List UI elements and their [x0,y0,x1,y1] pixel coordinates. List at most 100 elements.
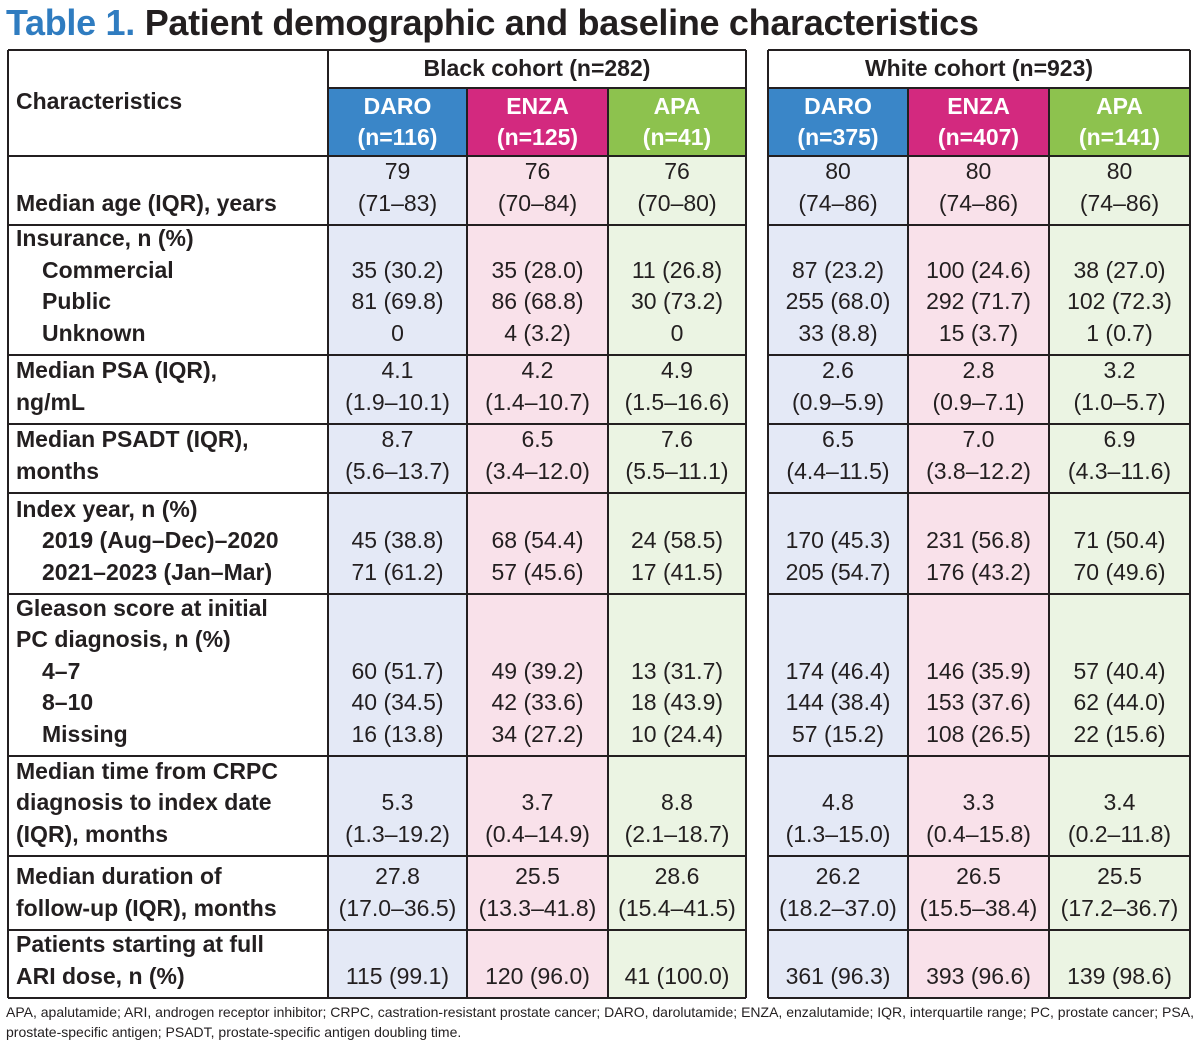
cell-value: 170 (45.3) [785,527,891,553]
cell-value: (3.4–12.0) [485,457,590,484]
group-drug-label: APA [653,93,701,119]
cell-value: 5.3 [381,789,414,815]
cell-value: 176 (43.2) [926,558,1031,585]
table-cell: 5.3 (1.3–19.2) [328,756,467,856]
group-header-daro: DARO (n=375) [768,88,908,156]
cell-value: 57 (40.4) [1073,657,1166,684]
cell-value: 6.5 [822,426,854,452]
table-cell: 26.2 (18.2–37.0) [768,856,908,930]
row-label-line: Median age (IQR), years [16,189,277,216]
cell-value: 57 (45.6) [491,558,584,585]
table-cell: 6.5 (4.4–11.5) [768,424,908,493]
row-divider [768,224,1190,226]
cell-value: 4 (3.2) [504,319,571,346]
row-sublabel: 8–10 [42,689,94,715]
cell-value: (74–86) [1079,189,1160,216]
cell-value: (3.8–12.2) [926,457,1031,484]
cell-value: 45 (38.8) [351,527,444,553]
row-label-line: PC diagnosis, n (%) [16,626,231,652]
cell-value: 68 (54.4) [491,527,584,553]
row-label-line: Gleason score at initial [16,594,268,621]
cell-value: (1.4–10.7) [485,388,590,415]
group-n-label: (n=41) [642,124,712,150]
table-cell: 3.2 (1.0–5.7) [1049,355,1190,424]
column-divider [1189,50,1191,998]
table-cell: 25.5 (17.2–36.7) [1049,856,1190,930]
cell-value: 6.5 [521,426,554,452]
table-cell: 28.6 (15.4–41.5) [608,856,746,930]
cell-value: 42 (33.6) [491,689,584,715]
table-cell: 6.9 (4.3–11.6) [1049,424,1190,493]
table-cell: 115 (99.1) [328,930,467,998]
group-n-label: (n=407) [937,124,1020,150]
cell-value: (2.1–18.7) [624,820,730,847]
cell-value: (13.3–41.8) [478,894,597,921]
cell-value: 4.8 [822,789,854,815]
table-cell: 4.2 (1.4–10.7) [467,355,608,424]
table-cell: 26.5 (15.5–38.4) [908,856,1049,930]
row-label-line: Patients starting at full [16,931,264,957]
group-drug-label: DARO [804,93,872,119]
table-caption: Patient demographic and baseline charact… [144,2,979,43]
row-label: Median time from CRPC diagnosis to index … [16,756,278,851]
group-drug-label: APA [1096,93,1143,119]
cell-value: 71 (61.2) [351,558,444,585]
cell-value: 1 (0.7) [1086,319,1153,346]
cell-value: 18 (43.9) [630,689,724,715]
row-divider [768,593,1190,595]
row-sublabel: Public [42,288,112,314]
cell-value: 80 [825,158,851,184]
row-label: Patients starting at full ARI dose, n (%) [16,929,264,992]
column-shading-enza [467,156,608,998]
group-n-label: (n=116) [357,124,438,150]
row-label-line: Index year, n (%) [16,495,198,522]
row-divider [768,354,1190,356]
group-header-enza: ENZA (n=125) [467,88,608,156]
column-divider [607,88,609,998]
cell-value: 361 (96.3) [785,962,891,989]
cell-value: 49 (39.2) [491,657,584,684]
cohort-divider [328,87,746,89]
cell-value: 87 (23.2) [791,256,885,283]
column-divider [466,88,468,998]
row-label-line: Median PSADT (IQR), [16,426,249,452]
cell-value: 231 (56.8) [926,527,1031,553]
table-cell: 361 (96.3) [768,930,908,998]
cell-value: 17 (41.5) [630,558,724,585]
cell-value: (4.4–11.5) [786,457,890,484]
cell-value: (18.2–37.0) [779,894,897,921]
column-shading-apa [608,156,746,998]
row-label-line: (IQR), months [16,820,169,847]
table-cell: 170 (45.3) 205 (54.7) [768,493,908,594]
cell-value: 174 (46.4) [785,657,891,684]
cell-value: 4.1 [381,357,414,383]
column-divider [327,50,329,998]
table-number: Table 1. [6,2,135,43]
cell-value: 34 (27.2) [491,720,584,747]
cell-value: (0.4–15.8) [926,820,1031,847]
cell-value: 0 [670,319,684,346]
cell-value: 144 (38.4) [785,689,891,715]
table-top-border [768,49,1190,51]
table-cell: 79 (71–83) [328,156,467,225]
cell-value: 139 (98.6) [1067,962,1172,989]
table-top-border [8,49,746,51]
cell-value: 153 (37.6) [926,689,1031,715]
row-label-line: months [16,457,100,484]
row-divider [768,155,1190,157]
cell-value: 10 (24.4) [630,720,724,747]
cell-value: 30 (73.2) [630,288,724,314]
table-cell: 4.8 (1.3–15.0) [768,756,908,856]
row-label: Median PSADT (IQR), months [16,424,249,487]
cell-value: (15.4–41.5) [618,894,736,921]
cell-value: (70–80) [637,189,717,216]
cell-value: 4.9 [661,357,693,383]
column-divider [907,88,909,998]
cell-value: 102 (72.3) [1067,288,1172,314]
row-label: Median age (IQR), years [16,188,277,220]
row-label-line: Median duration of [16,863,222,889]
cell-value: 38 (27.0) [1073,256,1166,283]
row-divider [768,997,1190,999]
table-cell: 25.5 (13.3–41.8) [467,856,608,930]
table-cell: 100 (24.6) 292 (71.7) 15 (3.7) [908,225,1049,355]
